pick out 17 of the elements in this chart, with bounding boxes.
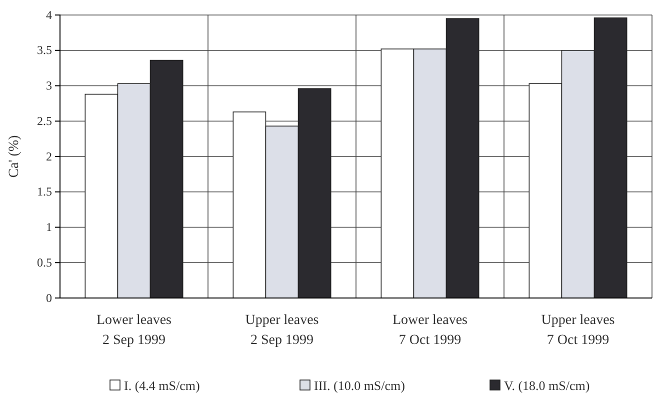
y-tick-label: 3 — [46, 78, 52, 93]
x-tick-label: Upper leaves 7 Oct 1999 — [541, 313, 615, 348]
x-tick-label: Lower leaves 2 Sep 1999 — [96, 313, 172, 348]
y-tick-label: 1 — [46, 220, 52, 234]
y-tick-label: 0.5 — [37, 255, 52, 270]
y-tick-label: 2.5 — [37, 114, 52, 128]
y-tick-label: 2 — [46, 149, 52, 164]
y-tick-label: 1.5 — [37, 184, 52, 199]
y-tick-label: 4 — [46, 8, 52, 22]
y-axis-title: Ca' (%) — [7, 134, 22, 178]
x-tick-label: Upper leaves 2 Sep 1999 — [245, 313, 319, 348]
legend-label: V. (18.0 mS/cm) — [504, 378, 590, 393]
legend-label: III. (10.0 mS/cm) — [314, 378, 405, 393]
legend-label: I. (4.4 mS/cm) — [124, 378, 200, 393]
x-tick-label: Lower leaves 7 Oct 1999 — [392, 313, 468, 348]
y-tick-label: 0 — [46, 290, 52, 305]
y-tick-label: 3.5 — [37, 43, 52, 58]
